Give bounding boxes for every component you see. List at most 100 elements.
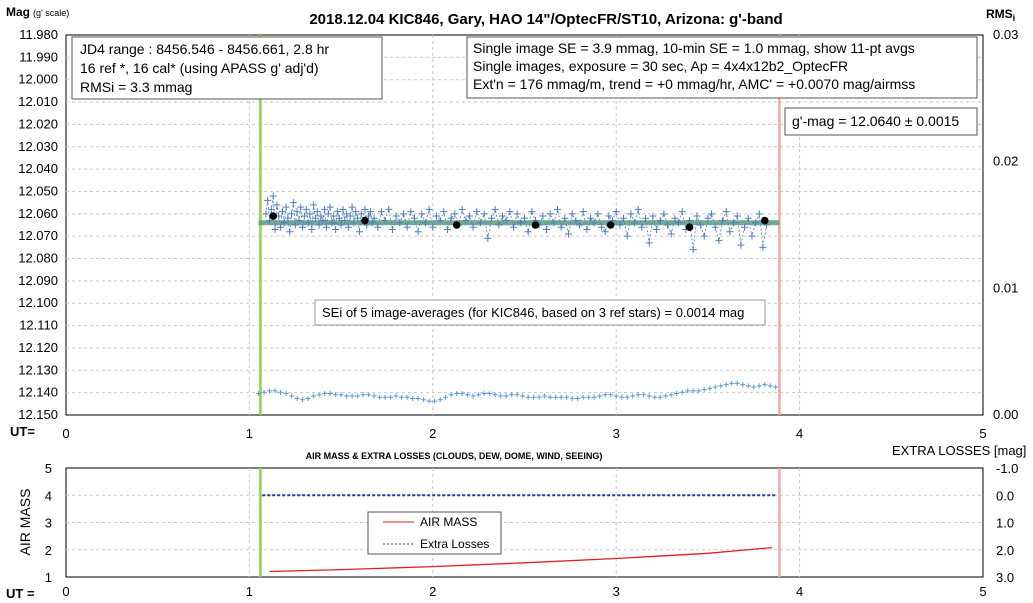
- rms-point: [668, 392, 674, 398]
- y-tick-label: 12.040: [18, 161, 58, 176]
- rms-point: [723, 382, 729, 388]
- single-image-point: [308, 225, 316, 233]
- rms-point: [388, 394, 394, 400]
- rms-point: [696, 388, 702, 394]
- single-image-point: [686, 217, 694, 225]
- single-image-point: [524, 228, 532, 236]
- average-point: [760, 216, 769, 225]
- rms-point: [404, 394, 410, 400]
- single-image-point: [469, 223, 477, 231]
- single-image-point: [264, 196, 272, 204]
- y-tick-label: 11.980: [19, 27, 58, 42]
- single-image-point: [726, 228, 734, 236]
- single-image-point: [297, 203, 305, 211]
- rms-point: [311, 393, 317, 399]
- single-image-point: [590, 219, 598, 227]
- single-image-point: [361, 205, 369, 213]
- rms-point: [432, 398, 438, 404]
- single-image-point: [473, 208, 481, 216]
- y-tick-label: 4: [45, 488, 52, 503]
- y-tick-label: 5: [45, 461, 52, 476]
- rms-point: [305, 396, 311, 402]
- sei-box: SEi of 5 image-averages (for KIC846, bas…: [314, 299, 766, 326]
- bottom-y2-ticks: -1.0 0.0 1.0 2.0 3.0: [996, 461, 1018, 585]
- single-image-point: [752, 219, 760, 227]
- rms-point: [459, 390, 465, 396]
- single-image-point: [333, 208, 341, 216]
- y-tick-label: 1: [45, 570, 52, 585]
- rms-point: [509, 392, 515, 398]
- single-image-point: [343, 210, 351, 218]
- legend-label-extra-losses: Extra Losses: [420, 537, 489, 551]
- single-image-point: [601, 228, 609, 236]
- single-image-point: [583, 225, 591, 233]
- single-image-point: [565, 230, 573, 238]
- single-image-point: [335, 214, 343, 222]
- single-image-point: [407, 208, 415, 216]
- rms-point: [327, 390, 333, 396]
- single-image-point: [262, 210, 270, 218]
- info-line: Ext'n = 176 mmag/m, trend = +0 mmag/hr, …: [473, 76, 915, 92]
- single-image-point: [348, 203, 356, 211]
- single-image-point: [266, 217, 274, 225]
- single-image-point: [554, 205, 562, 213]
- single-image-point: [557, 223, 565, 231]
- single-image-point: [495, 221, 503, 229]
- y2-tick-label: 0.02: [993, 154, 1018, 169]
- single-image-point: [741, 223, 749, 231]
- x-axis-label: UT=: [10, 424, 35, 439]
- bottom-x-axis-label: UT =: [6, 586, 35, 601]
- rms-point: [503, 393, 509, 399]
- rms-point: [261, 389, 267, 395]
- rms-point: [349, 393, 355, 399]
- single-image-point: [293, 208, 301, 216]
- y-tick-label: 12.110: [19, 318, 58, 333]
- single-image-point: [313, 208, 321, 216]
- single-image-point: [733, 212, 741, 220]
- bottom-chart-title: AIR MASS & EXTRA LOSSES (CLOUDS, DEW, DO…: [306, 451, 603, 461]
- y2-tick-label: 0.01: [993, 280, 1018, 295]
- rms-point: [366, 392, 372, 398]
- rms-point: [355, 393, 361, 399]
- rms-point: [283, 390, 289, 396]
- y-tick-label: 12.140: [18, 385, 58, 400]
- x-tick-label: 4: [796, 584, 803, 599]
- y-tick-label: 12.080: [18, 251, 58, 266]
- single-image-point: [642, 214, 650, 222]
- rms-point: [586, 394, 592, 400]
- rms-point: [685, 388, 691, 394]
- rms-point: [399, 394, 405, 400]
- rms-point: [630, 393, 636, 399]
- single-image-point: [414, 228, 422, 236]
- single-image-point: [352, 208, 360, 216]
- rms-point: [663, 393, 669, 399]
- single-image-point: [528, 208, 536, 216]
- single-image-point: [306, 210, 314, 218]
- rms-point: [294, 396, 300, 402]
- average-point: [531, 221, 540, 229]
- single-image-point: [491, 205, 499, 213]
- single-image-point: [399, 210, 407, 218]
- single-image-point: [403, 223, 411, 231]
- y-tick-label: 12.150: [18, 407, 58, 422]
- rms-point: [525, 394, 531, 400]
- rms-point: [316, 392, 322, 398]
- average-point: [269, 212, 278, 220]
- rms-point: [410, 396, 416, 402]
- single-image-point: [280, 219, 288, 227]
- single-image-point: [332, 225, 340, 233]
- single-image-point: [328, 219, 336, 227]
- y-tick-label: 12.070: [18, 228, 58, 243]
- single-image-point: [605, 212, 613, 220]
- single-image-point: [598, 223, 606, 231]
- single-image-point: [693, 212, 701, 220]
- sei-text: SEi of 5 image-averages (for KIC846, bas…: [322, 305, 744, 320]
- rms-point: [465, 392, 471, 398]
- single-image-point: [465, 212, 473, 220]
- top-y-ticks: 11.980 11.990 12.000 12.010 12.020 12.030 12.0…: [18, 27, 58, 422]
- info-box-range: JD4 range : 8456.546 - 8456.661, 2.8 hr …: [71, 36, 383, 100]
- y-tick-label: 12.050: [18, 183, 58, 198]
- single-image-point: [594, 210, 602, 218]
- single-image-point: [374, 223, 382, 231]
